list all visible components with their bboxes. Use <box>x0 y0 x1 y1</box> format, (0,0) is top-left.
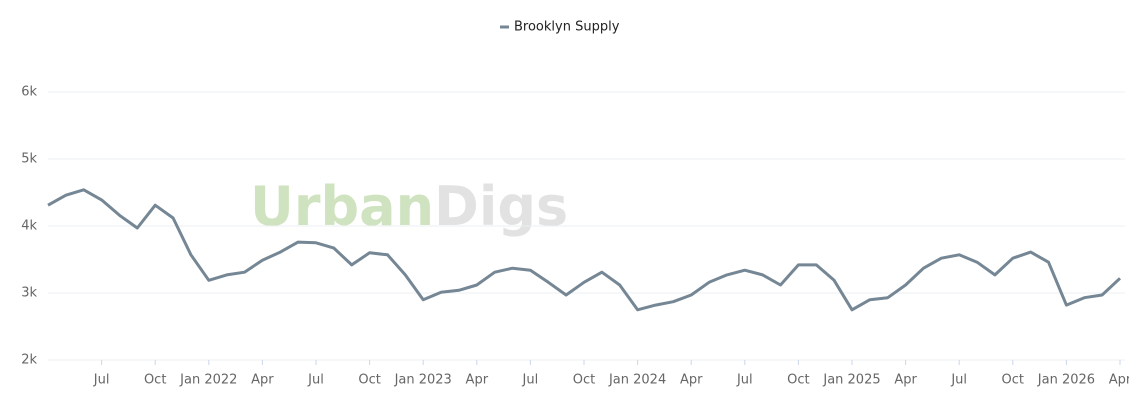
x-tick-label: Oct <box>573 373 595 388</box>
watermark-part: Digs <box>434 175 568 238</box>
y-tick-label: 2k <box>21 353 37 368</box>
x-tick-label: Apr <box>680 373 703 388</box>
x-tick-label: Jan 2026 <box>1037 373 1095 388</box>
x-tick-label: Jul <box>307 373 324 388</box>
x-tick-label: Apr <box>466 373 489 388</box>
x-tick-label: Oct <box>1002 373 1024 388</box>
x-tick-label: Oct <box>144 373 166 388</box>
legend-label: Brooklyn Supply <box>514 20 620 35</box>
x-tick-label: Jan 2023 <box>394 373 452 388</box>
y-tick-label: 5k <box>21 152 37 167</box>
legend-item[interactable]: Brooklyn Supply <box>500 20 620 35</box>
data-line <box>47 188 1122 312</box>
x-tick-label: Oct <box>787 373 809 388</box>
x-tick-label: Jan 2025 <box>822 373 880 388</box>
watermark: UrbanDigs <box>250 175 568 238</box>
x-tick-label: Jul <box>736 373 753 388</box>
x-tick-label: Jul <box>93 373 110 388</box>
x-tick-label: Apr <box>251 373 274 388</box>
x-tick-label: Oct <box>358 373 380 388</box>
x-tick-label: Jan 2022 <box>179 373 237 388</box>
y-tick-label: 6k <box>21 85 37 100</box>
y-tick-label: 3k <box>21 286 37 301</box>
x-tick-label: Jul <box>522 373 539 388</box>
x-tick-label: Jul <box>950 373 967 388</box>
watermark-part: Urban <box>250 175 434 238</box>
x-tick-label: Apr <box>1109 373 1129 388</box>
x-tick-label: Jan 2024 <box>608 373 666 388</box>
x-tick-label: Apr <box>894 373 917 388</box>
y-tick-label: 4k <box>21 219 37 234</box>
